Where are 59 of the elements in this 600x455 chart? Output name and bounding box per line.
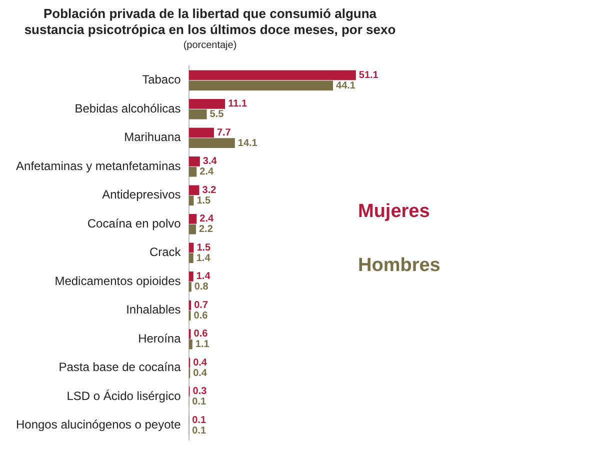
bar bbox=[188, 138, 235, 148]
data-label: 0.7 bbox=[194, 300, 208, 311]
bar bbox=[188, 99, 226, 109]
data-label: 11.1 bbox=[228, 98, 248, 110]
bar bbox=[188, 70, 356, 80]
data-label: 3.4 bbox=[202, 156, 218, 168]
y-tick-label: Hongos alucinógenos o peyote bbox=[16, 418, 182, 432]
data-label: 1.5 bbox=[196, 195, 212, 206]
bar bbox=[188, 185, 200, 196]
data-label: 0.1 bbox=[192, 414, 206, 426]
data-label: 0.6 bbox=[194, 310, 208, 322]
bar bbox=[188, 339, 192, 350]
y-tick-label: Crack bbox=[149, 245, 182, 260]
bar bbox=[188, 224, 196, 234]
data-label: 0.6 bbox=[194, 328, 208, 340]
data-label: 1.5 bbox=[196, 242, 212, 254]
bar bbox=[188, 272, 194, 282]
y-tick-label: Anfetaminas y metanfetaminas bbox=[16, 158, 181, 173]
data-label: 0.1 bbox=[192, 425, 206, 436]
bar bbox=[188, 109, 207, 120]
data-label: 44.1 bbox=[336, 80, 356, 92]
data-label: 0.3 bbox=[192, 386, 208, 398]
y-tick-label: Inhalables bbox=[126, 302, 181, 317]
bar bbox=[188, 214, 197, 224]
data-label: 5.5 bbox=[210, 109, 224, 120]
chart-subtitle: (porcentaje) bbox=[182, 40, 238, 51]
data-label: 0.4 bbox=[193, 357, 208, 368]
bar bbox=[188, 196, 194, 206]
data-label: 2.2 bbox=[198, 224, 214, 236]
data-label: 3.2 bbox=[202, 184, 217, 196]
y-tick-label: LSD o Ácido lisérgico bbox=[66, 388, 182, 403]
data-label: 14.1 bbox=[238, 138, 258, 149]
y-tick-label: Cocaína en polvo bbox=[87, 216, 182, 230]
data-label: 7.7 bbox=[216, 127, 232, 138]
chart-title: Población privada de la libertad que consumió alguna sustancia psicotrópica en los últimos doce meses, por sexo bbox=[23, 6, 397, 38]
data-label: 1.4 bbox=[196, 252, 211, 264]
y-tick-label: Tabaco bbox=[142, 72, 182, 87]
bar bbox=[188, 128, 214, 138]
data-label: 1.1 bbox=[195, 339, 210, 350]
text: Mujeres bbox=[358, 201, 430, 222]
y-tick-label: Antidepresivos bbox=[102, 188, 181, 202]
bar bbox=[188, 282, 192, 292]
data-label: 0.8 bbox=[194, 282, 209, 293]
y-tick-label: Pasta base de cocaína bbox=[58, 360, 182, 374]
text: Hombres bbox=[358, 255, 440, 276]
y-tick-label: Medicamentos opioides bbox=[54, 274, 181, 288]
data-label: 51.1 bbox=[358, 70, 379, 81]
bar bbox=[188, 166, 197, 177]
data-label: 0.1 bbox=[192, 396, 206, 408]
bar bbox=[188, 253, 194, 263]
data-label: 2.4 bbox=[200, 214, 214, 225]
y-tick-label: Bebidas alcohólicas bbox=[74, 101, 181, 116]
bar bbox=[188, 156, 200, 166]
y-tick-label: Marihuana bbox=[124, 130, 182, 144]
y-tick-label: Heroína bbox=[138, 331, 182, 346]
data-label: 0.4 bbox=[193, 368, 208, 379]
bar bbox=[188, 80, 334, 90]
data-label: 1.4 bbox=[196, 271, 211, 282]
data-label: 2.4 bbox=[200, 166, 214, 178]
